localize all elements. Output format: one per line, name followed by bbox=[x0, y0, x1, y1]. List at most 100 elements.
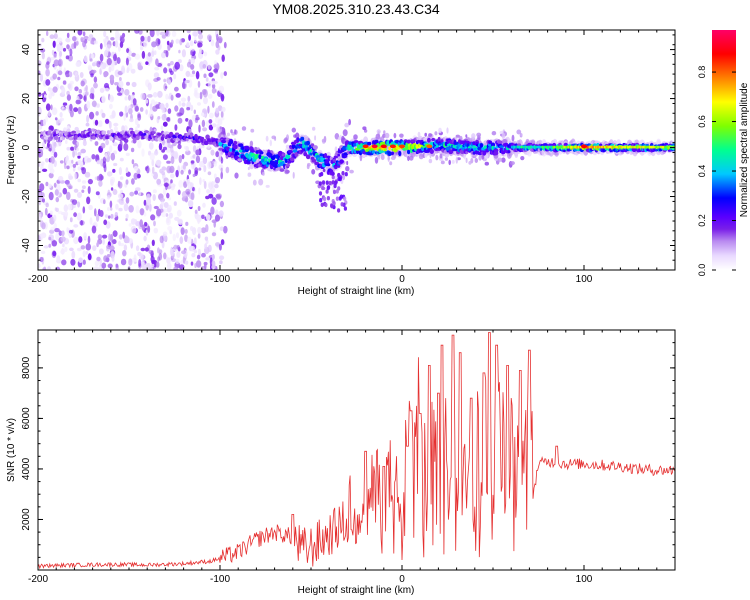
noise-cell bbox=[118, 45, 121, 52]
noise-cell bbox=[197, 80, 201, 88]
scatter-cell bbox=[306, 164, 310, 170]
scatter-cell bbox=[446, 127, 449, 134]
noise-cell bbox=[223, 71, 227, 77]
noise-cell bbox=[100, 62, 103, 71]
ridge-cell bbox=[194, 133, 198, 140]
noise-cell bbox=[62, 243, 65, 248]
noise-cell bbox=[102, 234, 108, 239]
scatter-cell bbox=[424, 132, 428, 137]
ridge-core bbox=[652, 145, 654, 149]
noise-cell bbox=[189, 48, 196, 52]
noise-cell bbox=[86, 157, 92, 163]
noise-cell bbox=[106, 57, 112, 66]
ridge-core bbox=[557, 145, 559, 149]
noise-cell bbox=[69, 110, 74, 118]
ridge-cell bbox=[236, 152, 240, 156]
noise-cell bbox=[179, 64, 184, 72]
noise-cell bbox=[118, 207, 123, 212]
noise-cell bbox=[177, 59, 182, 64]
tail-cell bbox=[337, 208, 341, 213]
noise-cell bbox=[128, 205, 134, 213]
noise-cell bbox=[91, 100, 97, 108]
ridge-cell bbox=[102, 130, 107, 135]
noise-cell bbox=[65, 73, 70, 78]
noise-cell bbox=[104, 118, 110, 124]
scatter-cell bbox=[451, 159, 455, 164]
scatter-cell bbox=[285, 169, 290, 174]
noise-cell bbox=[188, 119, 193, 128]
noise-cell bbox=[38, 125, 43, 130]
noise-cell bbox=[108, 66, 112, 73]
tail-cell bbox=[334, 180, 338, 185]
noise-cell bbox=[68, 71, 73, 78]
noise-cell bbox=[65, 55, 70, 60]
ridge-cell bbox=[437, 137, 441, 142]
scatter-cell bbox=[345, 166, 350, 172]
ridge-core bbox=[607, 145, 609, 149]
noise-cell bbox=[220, 239, 225, 246]
noise-cell bbox=[83, 95, 86, 101]
scatter-cell bbox=[471, 133, 476, 139]
noise-cell bbox=[199, 91, 203, 100]
noise-cell bbox=[220, 93, 225, 102]
noise-cell bbox=[49, 229, 55, 234]
ridge-core bbox=[569, 145, 571, 149]
ridge-cell bbox=[326, 163, 331, 167]
noise-cell bbox=[39, 256, 44, 263]
noise-cell bbox=[40, 220, 44, 228]
noise-cell bbox=[77, 178, 81, 183]
noise-cell bbox=[109, 176, 116, 184]
noise-cell bbox=[213, 173, 217, 179]
noise-cell bbox=[210, 149, 215, 156]
ridge-core bbox=[576, 145, 578, 149]
tail-cell bbox=[328, 180, 332, 186]
ridge-core bbox=[541, 145, 543, 149]
noise-cell bbox=[170, 173, 175, 179]
noise-cell bbox=[132, 228, 137, 234]
noise-cell bbox=[114, 40, 119, 48]
ridge-cell bbox=[507, 150, 511, 154]
noise-cell bbox=[208, 119, 213, 124]
noise-cell bbox=[159, 103, 165, 110]
noise-cell bbox=[185, 146, 189, 152]
ridge-core bbox=[667, 145, 669, 149]
noise-cell bbox=[207, 105, 210, 114]
noise-cell bbox=[167, 226, 173, 231]
noise-cell bbox=[98, 180, 103, 187]
noise-cell bbox=[180, 97, 187, 102]
ridge-cell bbox=[342, 145, 347, 151]
noise-cell bbox=[119, 157, 124, 162]
noise-cell bbox=[207, 161, 212, 170]
noise-cell bbox=[66, 32, 70, 39]
noise-cell bbox=[162, 154, 168, 161]
noise-cell bbox=[77, 166, 82, 171]
scatter-cell bbox=[424, 152, 428, 158]
noise-cell bbox=[214, 183, 219, 189]
noise-cell bbox=[128, 258, 133, 266]
scatter-cell bbox=[249, 163, 255, 170]
noise-cell bbox=[62, 80, 67, 85]
noise-cell bbox=[190, 192, 195, 201]
noise-cell bbox=[73, 212, 77, 218]
noise-cell bbox=[110, 63, 115, 72]
noise-cell bbox=[173, 151, 179, 160]
noise-cell bbox=[103, 219, 108, 226]
noise-cell bbox=[76, 212, 82, 221]
noise-cell bbox=[173, 266, 178, 270]
ridge-cell bbox=[452, 148, 456, 152]
noise-cell bbox=[167, 204, 172, 213]
scatter-cell bbox=[439, 153, 443, 159]
noise-cell bbox=[94, 119, 99, 126]
noise-cell bbox=[42, 118, 47, 126]
ridge-core bbox=[544, 145, 546, 149]
ridge-core bbox=[601, 145, 603, 149]
noise-cell bbox=[76, 147, 79, 152]
scatter-cell bbox=[387, 156, 391, 161]
noise-cell bbox=[156, 178, 162, 185]
noise-cell bbox=[163, 67, 168, 74]
noise-cell bbox=[211, 254, 215, 260]
noise-cell bbox=[45, 103, 51, 111]
ridge-cell bbox=[64, 131, 68, 135]
noise-cell bbox=[53, 59, 59, 67]
